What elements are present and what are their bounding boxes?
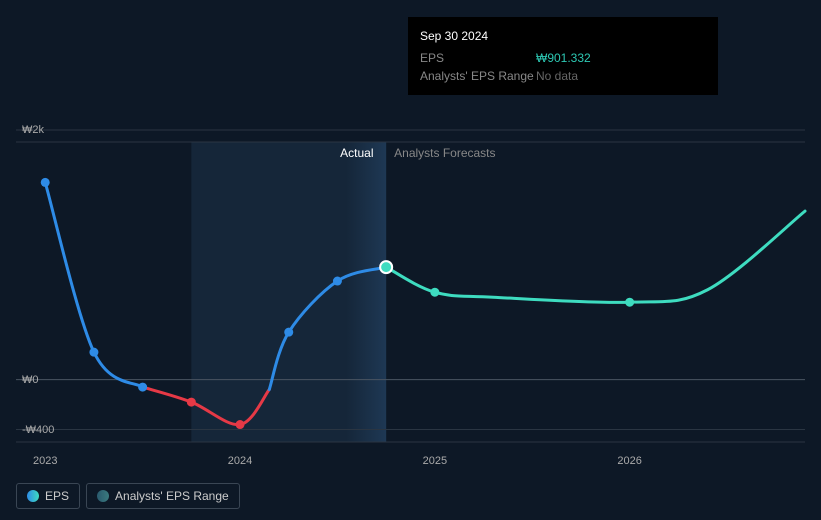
x-tick-label: 2023 [33, 455, 57, 467]
x-tick-label: 2024 [228, 455, 252, 467]
tooltip-label: Analysts' EPS Range [420, 67, 536, 85]
legend-item-eps[interactable]: EPS [16, 483, 80, 509]
x-tick-label: 2026 [617, 455, 641, 467]
region-label-forecast: Analysts Forecasts [394, 146, 495, 160]
legend-swatch-icon [97, 490, 109, 502]
region-label-actual: Actual [340, 146, 373, 160]
tooltip-row-range: Analysts' EPS Range No data [420, 67, 706, 85]
tooltip-row-eps: EPS ₩901.332 [420, 49, 706, 67]
tooltip-value: ₩901.332 [536, 49, 591, 67]
y-tick-label: ₩2k [22, 124, 44, 136]
tooltip-label: EPS [420, 49, 536, 67]
tooltip-date: Sep 30 2024 [420, 27, 706, 45]
legend-swatch-icon [27, 490, 39, 502]
x-tick-label: 2025 [423, 455, 447, 467]
chart-tooltip: Sep 30 2024 EPS ₩901.332 Analysts' EPS R… [408, 17, 718, 95]
eps-chart: ₩2k ₩0 -₩400 2023 2024 2025 2026 Actual … [0, 0, 821, 520]
y-tick-label: -₩400 [22, 424, 54, 436]
y-tick-label: ₩0 [22, 374, 39, 386]
tooltip-value: No data [536, 67, 578, 85]
legend-label: Analysts' EPS Range [115, 489, 229, 503]
chart-legend: EPS Analysts' EPS Range [16, 483, 240, 509]
legend-item-eps-range[interactable]: Analysts' EPS Range [86, 483, 240, 509]
legend-label: EPS [45, 489, 69, 503]
